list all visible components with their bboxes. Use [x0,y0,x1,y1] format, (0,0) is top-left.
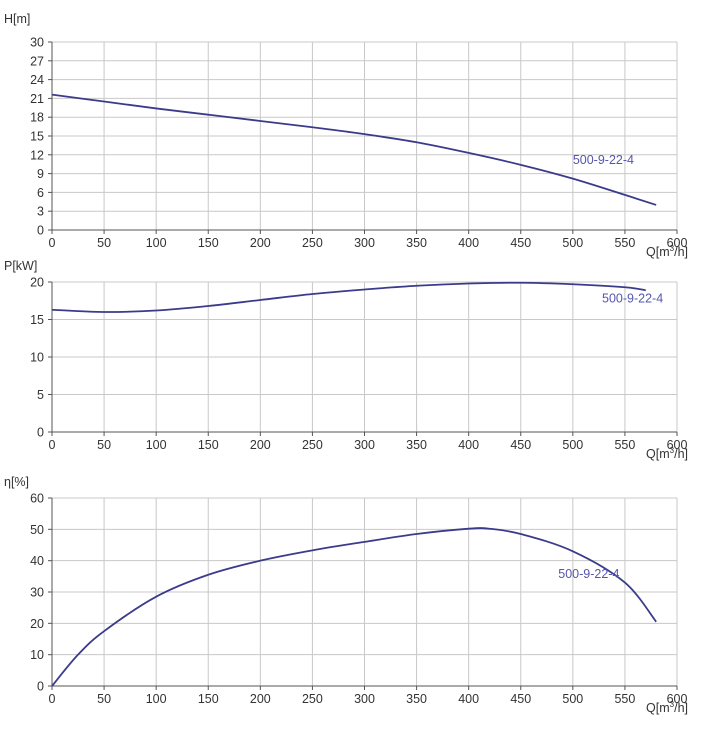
x-tick-label: 150 [198,236,219,250]
y-tick-label: 27 [30,54,44,68]
y-tick-label: 60 [30,492,44,506]
y-tick-label: 30 [30,36,44,50]
x-tick-label: 500 [562,438,583,452]
y-tick-label: 21 [30,92,44,106]
x-tick-label: 0 [49,438,56,452]
x-tick-label: 400 [458,692,479,706]
y-axis-label: P[kW] [4,259,37,273]
series-line-500-9-22-4 [51,93,657,206]
series-label: 500-9-22-4 [573,153,634,167]
y-tick-label: 40 [30,554,44,568]
y-tick-label: 5 [37,388,44,402]
x-tick-label: 50 [97,236,111,250]
x-tick-label: 350 [406,438,427,452]
x-axis-label: Q[m3/h] [646,700,688,715]
x-tick-label: 600 [667,692,688,706]
x-tick-label: 550 [614,236,635,250]
y-tick-label: 12 [30,148,44,162]
series-line-500-9-22-4 [51,527,657,687]
y-tick-label: 3 [37,205,44,219]
chart-head: 0 50 100 150 200 250 300 350 400 450 500 550 600 0 3 6 9… [4,12,688,259]
x-tick-label: 200 [250,438,271,452]
x-tick-label: 500 [562,692,583,706]
y-tick-label: 15 [30,130,44,144]
x-tick-label: 100 [146,236,167,250]
y-tick-label: 18 [30,111,44,125]
y-tick-label: 15 [30,313,44,327]
x-tick-label: 550 [614,438,635,452]
x-tick-label: 150 [198,438,219,452]
x-tick-label: 250 [302,692,323,706]
y-tick-label: 6 [37,186,44,200]
x-tick-label: 450 [510,692,531,706]
x-tick-label: 250 [302,438,323,452]
x-tick-label: 300 [354,236,375,250]
x-tick-label: 550 [614,692,635,706]
series-line-500-9-22-4 [51,281,646,313]
chart-power: 0 50 100 150 200 250 300 350 400 450 500 550 600 0 5 10… [4,259,688,461]
x-tick-label: 300 [354,438,375,452]
y-tick-label: 9 [37,167,44,181]
x-tick-label: 0 [49,236,56,250]
y-tick-label: 10 [30,351,44,365]
x-tick-label: 400 [458,236,479,250]
y-tick-label: 50 [30,523,44,537]
y-axis-label: H[m] [4,12,30,26]
y-tick-label: 0 [37,224,44,238]
x-tick-label: 400 [458,438,479,452]
x-tick-label: 350 [406,236,427,250]
x-tick-label: 150 [198,692,219,706]
x-tick-label: 50 [97,692,111,706]
x-axis-label: Q[m3/h] [646,446,688,461]
x-axis-label: Q[m3/h] [646,244,688,259]
x-tick-label: 200 [250,236,271,250]
x-tick-label: 600 [667,236,688,250]
x-tick-label: 600 [667,438,688,452]
x-tick-label: 200 [250,692,271,706]
chart-efficiency: 0 50 100 150 200 250 300 350 400 450 500 550 600 0 10 2… [4,475,688,715]
y-tick-label: 0 [37,426,44,440]
y-axis-label: η[%] [4,475,29,489]
x-tick-label: 100 [146,692,167,706]
x-tick-label: 50 [97,438,111,452]
series-label: 500-9-22-4 [558,567,619,581]
y-tick-label: 24 [30,73,44,87]
x-tick-label: 300 [354,692,375,706]
y-tick-label: 20 [30,617,44,631]
x-tick-label: 450 [510,438,531,452]
x-tick-label: 450 [510,236,531,250]
y-tick-label: 0 [37,680,44,694]
x-tick-label: 250 [302,236,323,250]
x-tick-label: 500 [562,236,583,250]
x-tick-label: 100 [146,438,167,452]
x-tick-label: 350 [406,692,427,706]
series-label: 500-9-22-4 [602,291,663,305]
y-tick-label: 10 [30,648,44,662]
y-tick-label: 30 [30,586,44,600]
y-tick-label: 20 [30,276,44,290]
x-tick-label: 0 [49,692,56,706]
